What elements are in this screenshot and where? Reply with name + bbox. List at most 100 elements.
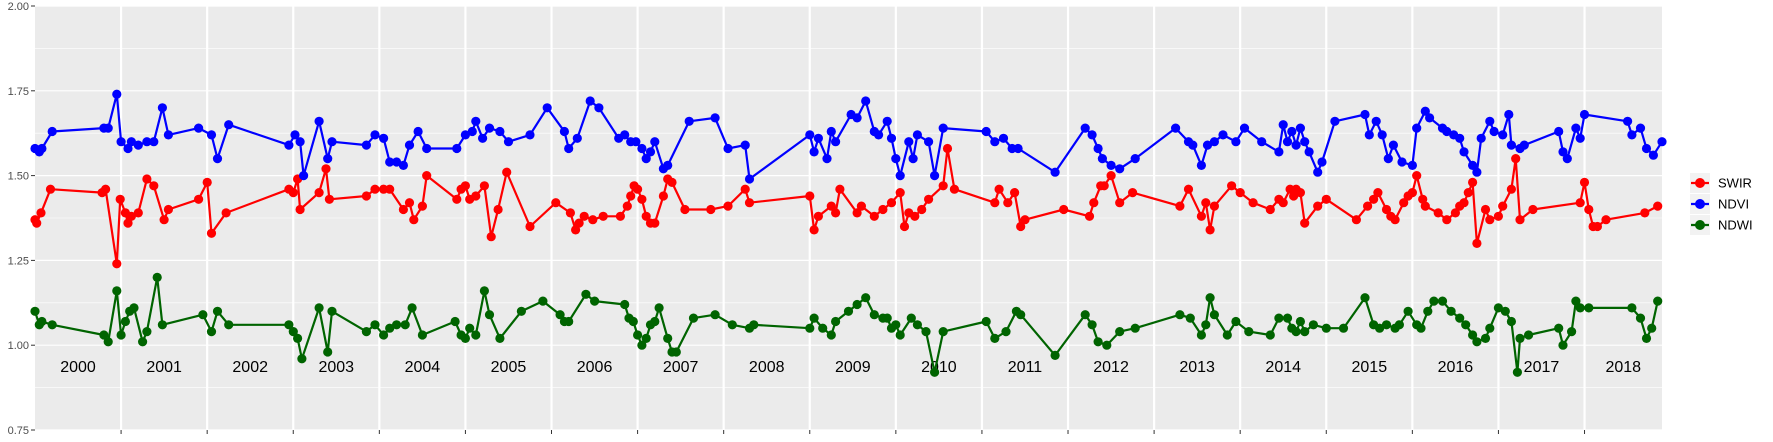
data-point-ndwi <box>495 333 505 343</box>
data-point-swir <box>202 177 212 187</box>
data-point-ndvi <box>112 89 122 99</box>
data-point-ndwi <box>484 310 495 320</box>
data-point-ndvi <box>1115 164 1125 174</box>
data-point-ndvi <box>663 160 673 170</box>
data-point-ndvi <box>1472 167 1482 177</box>
data-point-ndwi <box>1381 320 1392 330</box>
data-point-ndvi <box>585 96 595 106</box>
data-point-ndvi <box>1231 137 1241 147</box>
legend-item-swir: SWIR <box>1690 173 1752 193</box>
data-point-ndwi <box>1446 306 1456 316</box>
data-point-swir <box>680 204 690 215</box>
data-point-ndwi <box>749 320 759 330</box>
data-point-ndwi <box>1575 303 1585 313</box>
data-point-ndvi <box>133 140 143 150</box>
data-point-swir <box>1472 238 1482 248</box>
data-point-swir <box>149 181 159 191</box>
legend: SWIR NDVI NDWI <box>1690 173 1753 235</box>
data-point-ndvi <box>594 103 604 113</box>
data-point-swir <box>1653 201 1663 211</box>
data-point-swir <box>809 225 819 235</box>
data-point-ndvi <box>392 157 402 167</box>
data-point-swir <box>45 184 56 194</box>
data-point-ndwi <box>392 320 402 330</box>
data-point-ndwi <box>99 330 109 340</box>
data-point-swir <box>361 191 371 201</box>
data-point-ndwi <box>212 306 223 316</box>
data-point-swir <box>1468 177 1478 187</box>
data-point-ndvi <box>206 130 217 140</box>
data-point-ndwi <box>1231 316 1241 327</box>
data-point-ndvi <box>361 140 371 150</box>
data-point-swir <box>1584 204 1594 215</box>
data-point-swir <box>1128 188 1138 198</box>
year-label: 2018 <box>1605 359 1641 376</box>
legend-key-point <box>1695 199 1705 209</box>
data-point-ndvi <box>924 137 934 147</box>
data-point-ndwi <box>361 327 371 337</box>
data-point-swir <box>486 232 496 242</box>
year-label: 2009 <box>835 359 871 376</box>
data-point-ndwi <box>637 340 647 350</box>
data-point-ndwi <box>1635 313 1646 323</box>
data-point-ndvi <box>1627 130 1637 140</box>
data-point-ndvi <box>142 137 152 147</box>
data-point-ndvi <box>1257 137 1267 147</box>
data-point-ndvi <box>1218 130 1228 140</box>
data-point-swir <box>1575 198 1585 208</box>
data-point-ndwi <box>407 303 417 313</box>
data-point-ndvi <box>631 137 641 147</box>
data-point-swir <box>1295 188 1305 198</box>
data-point-ndvi <box>1295 123 1305 133</box>
data-point-ndvi <box>404 140 415 150</box>
data-point-ndvi <box>826 126 836 137</box>
data-point-ndwi <box>1472 337 1482 347</box>
data-point-swir <box>1265 204 1275 215</box>
data-point-ndwi <box>1321 323 1331 333</box>
data-point-ndwi <box>1209 310 1219 320</box>
data-point-ndvi <box>1468 160 1478 170</box>
data-point-ndwi <box>116 330 126 340</box>
data-point-ndvi <box>1239 123 1250 133</box>
data-point-swir <box>1175 201 1185 211</box>
data-point-ndwi <box>564 316 574 327</box>
data-point-swir <box>1515 215 1525 225</box>
data-point-swir <box>321 164 331 174</box>
data-point-swir <box>1528 204 1538 215</box>
data-point-swir <box>1407 188 1417 198</box>
data-point-ndvi <box>559 126 570 137</box>
data-point-ndvi <box>495 126 505 137</box>
series-ndvi <box>30 89 1667 184</box>
data-point-swir <box>115 194 125 204</box>
data-point-ndvi <box>1455 133 1465 143</box>
data-point-swir <box>452 194 462 204</box>
data-point-swir <box>805 191 815 201</box>
series-layer <box>30 89 1667 377</box>
data-point-swir <box>479 181 489 191</box>
data-point-swir <box>1390 215 1400 225</box>
data-point-ndwi <box>861 293 871 303</box>
data-point-ndwi <box>1185 313 1195 323</box>
data-point-ndwi <box>314 303 324 313</box>
data-point-swir <box>1412 171 1422 181</box>
data-point-ndwi <box>1093 337 1103 347</box>
data-point-ndwi <box>826 330 836 340</box>
data-point-ndwi <box>818 323 828 333</box>
data-point-ndwi <box>379 330 389 340</box>
data-point-ndvi <box>831 137 841 147</box>
data-point-ndvi <box>163 130 173 140</box>
data-point-swir <box>938 181 948 191</box>
data-point-ndwi <box>450 316 460 327</box>
data-point-swir <box>917 204 927 215</box>
data-point-ndvi <box>1397 157 1407 167</box>
data-point-ndvi <box>1498 130 1508 140</box>
data-point-ndwi <box>1115 327 1125 337</box>
data-point-ndvi <box>212 154 223 164</box>
data-point-ndvi <box>882 116 892 126</box>
data-point-ndwi <box>831 316 841 327</box>
data-point-ndvi <box>314 116 324 126</box>
data-point-ndvi <box>1442 126 1452 137</box>
data-point-ndwi <box>152 272 162 282</box>
legend-label: SWIR <box>1718 176 1752 191</box>
data-point-swir <box>123 218 133 228</box>
